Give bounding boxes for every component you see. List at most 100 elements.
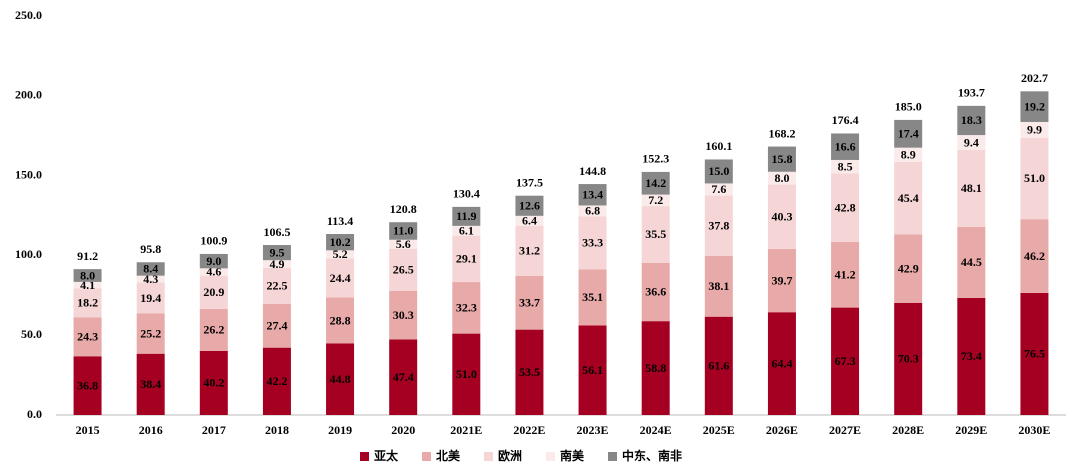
data-label: 19.4 (140, 291, 161, 305)
data-label: 14.2 (645, 176, 666, 190)
bar-segment (73, 269, 102, 282)
data-label: 37.8 (708, 218, 729, 232)
bar-segment (389, 290, 418, 340)
bar-segment (515, 329, 544, 415)
data-label: 31.2 (519, 244, 540, 258)
data-label: 41.2 (835, 267, 856, 281)
data-label: 67.3 (835, 354, 856, 368)
data-label: 36.6 (645, 285, 666, 299)
bar-segment (957, 150, 986, 227)
bar-segment (389, 248, 418, 291)
total-label: 137.5 (516, 175, 543, 189)
x-tick-label: 2017 (202, 423, 226, 437)
total-label: 152.3 (642, 152, 669, 166)
bar-segment (641, 194, 670, 207)
bar-segment (578, 325, 607, 415)
data-label: 6.1 (459, 223, 474, 237)
bar-segment (73, 317, 102, 357)
x-tick-label: 2026E (766, 423, 798, 437)
x-tick-label: 2015 (76, 423, 100, 437)
bar-segment (326, 343, 355, 415)
legend-swatch (360, 452, 369, 461)
data-label: 26.2 (203, 323, 224, 337)
data-label: 8.5 (838, 159, 853, 173)
bar-segment (894, 147, 923, 162)
legend-label: 亚太 (374, 448, 399, 463)
legend-swatch (484, 452, 493, 461)
bar-segment (641, 321, 670, 415)
x-tick-label: 2024E (640, 423, 672, 437)
data-label: 48.1 (961, 181, 982, 195)
data-label: 27.4 (266, 319, 287, 333)
total-label: 193.7 (958, 86, 985, 100)
total-label: 185.0 (895, 100, 922, 114)
bar-segment (767, 312, 796, 415)
data-label: 56.1 (582, 363, 603, 377)
data-label: 35.5 (645, 227, 666, 241)
y-tick-label: 250.0 (15, 8, 42, 22)
bar-segment (73, 356, 102, 415)
data-label: 15.0 (708, 164, 729, 178)
x-tick-label: 2025E (703, 423, 735, 437)
data-label: 11.0 (393, 224, 413, 238)
data-label: 8.9 (901, 148, 916, 162)
x-tick-label: 2021E (450, 423, 482, 437)
data-label: 7.2 (648, 193, 663, 207)
data-label: 39.7 (771, 273, 792, 287)
bar-segment (73, 281, 102, 289)
y-tick-label: 150.0 (15, 167, 42, 181)
data-label: 5.6 (396, 237, 411, 251)
bar-segment (1020, 137, 1049, 220)
data-label: 42.2 (266, 374, 287, 388)
legend-label: 中东、南非 (622, 448, 682, 463)
data-label: 20.9 (203, 285, 224, 299)
bar-segment (957, 226, 986, 298)
data-label: 9.4 (964, 135, 979, 149)
total-label: 202.7 (1021, 71, 1048, 85)
x-tick-label: 2029E (955, 423, 987, 437)
bar-segment (515, 275, 544, 330)
data-label: 16.6 (835, 139, 856, 153)
data-label: 4.9 (269, 257, 284, 271)
data-label: 40.2 (203, 376, 224, 390)
total-label: 106.5 (263, 225, 290, 239)
total-label: 95.8 (140, 242, 161, 256)
data-label: 42.9 (898, 261, 919, 275)
bar-segment (515, 215, 544, 227)
y-tick-label: 100.0 (15, 247, 42, 261)
y-tick-label: 200.0 (15, 88, 42, 102)
data-label: 38.4 (140, 377, 161, 391)
data-label: 15.8 (771, 152, 792, 166)
data-label: 17.4 (898, 127, 919, 141)
data-label: 58.8 (645, 361, 666, 375)
y-tick-label: 50.0 (21, 327, 42, 341)
bar-segment (894, 302, 923, 415)
data-label: 25.2 (140, 326, 161, 340)
bar-segment (452, 235, 481, 283)
total-label: 100.9 (200, 234, 227, 248)
x-tick-label: 2022E (513, 423, 545, 437)
bar-segment (767, 184, 796, 249)
data-label: 51.0 (456, 367, 477, 381)
bar-segment (326, 234, 355, 251)
data-label: 46.2 (1024, 249, 1045, 263)
data-label: 51.0 (1024, 171, 1045, 185)
bar-segment (1020, 121, 1049, 138)
total-label: 176.4 (832, 113, 859, 127)
x-tick-label: 2023E (577, 423, 609, 437)
data-label: 33.7 (519, 295, 540, 309)
bar-segment (389, 239, 418, 249)
data-label: 8.0 (80, 268, 95, 282)
data-label: 18.3 (961, 113, 982, 127)
data-label: 28.8 (330, 313, 351, 327)
bar-segment (326, 250, 355, 259)
bar-segment (894, 234, 923, 303)
bar-segment (389, 222, 418, 240)
bar-segment (452, 225, 481, 236)
data-label: 44.8 (330, 372, 351, 386)
data-label: 5.2 (333, 247, 348, 261)
bar-segment (262, 268, 291, 304)
bar-segment (199, 253, 228, 269)
bar-segment (515, 226, 544, 276)
bar-segment (957, 105, 986, 136)
